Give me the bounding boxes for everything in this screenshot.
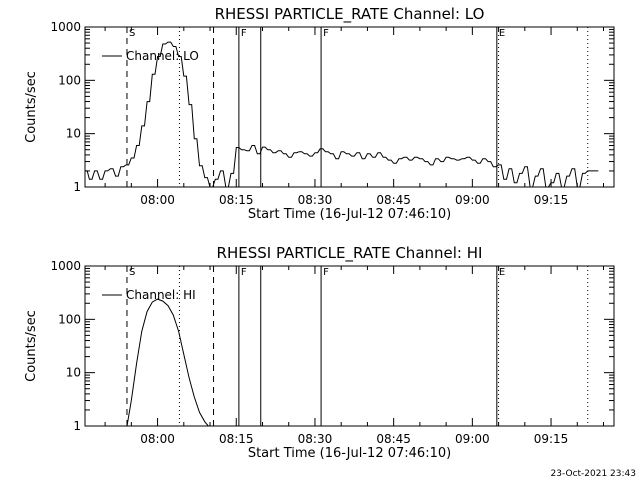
x-tick-label: 09:00 [455, 193, 490, 207]
event-marker-label: S [129, 28, 135, 39]
event-marker-label: F [323, 28, 329, 39]
x-tick-label: 09:00 [455, 432, 490, 446]
x-tick-label: 08:45 [376, 432, 411, 446]
x-tick-label: 08:30 [298, 193, 333, 207]
legend-label: Channel: LO [126, 49, 199, 63]
y-axis-label: Counts/sec [24, 310, 39, 382]
event-marker-label: F [323, 267, 329, 278]
y-tick-label: 100 [58, 312, 81, 326]
x-tick-label: 08:15 [219, 432, 254, 446]
series-line [85, 41, 599, 188]
event-marker-label: E [499, 267, 505, 278]
event-marker-label: F [241, 28, 247, 39]
plot-timestamp: 23-Oct-2021 23:43 [551, 469, 636, 479]
y-tick-label: 100 [58, 73, 81, 87]
chart-title: RHESSI PARTICLE_RATE Channel: HI [217, 244, 483, 263]
x-axis-label: Start Time (16-Jul-12 07:46:10) [248, 446, 451, 461]
event-marker-label: E [499, 28, 505, 39]
legend-label: Channel: HI [126, 288, 196, 302]
x-tick-label: 09:15 [534, 193, 569, 207]
y-tick-label: 10 [66, 127, 81, 141]
x-tick-label: 08:30 [298, 432, 333, 446]
y-axis-label: Counts/sec [24, 71, 39, 143]
event-marker-label: S [129, 267, 135, 278]
plot-frame [84, 265, 615, 427]
y-tick-label: 10 [66, 366, 81, 380]
plot-frame [84, 26, 615, 188]
y-tick-label: 1 [73, 180, 81, 194]
x-tick-label: 09:15 [534, 432, 569, 446]
y-tick-label: 1000 [50, 259, 81, 273]
chart-title: RHESSI PARTICLE_RATE Channel: LO [215, 5, 485, 24]
x-tick-label: 08:15 [219, 193, 254, 207]
x-tick-label: 08:00 [140, 432, 175, 446]
series-line [126, 298, 209, 427]
x-tick-label: 08:45 [376, 193, 411, 207]
y-tick-label: 1 [73, 419, 81, 433]
x-axis-label: Start Time (16-Jul-12 07:46:10) [248, 207, 451, 222]
y-tick-label: 1000 [50, 20, 81, 34]
x-tick-label: 08:00 [140, 193, 175, 207]
event-marker-label: F [241, 267, 247, 278]
